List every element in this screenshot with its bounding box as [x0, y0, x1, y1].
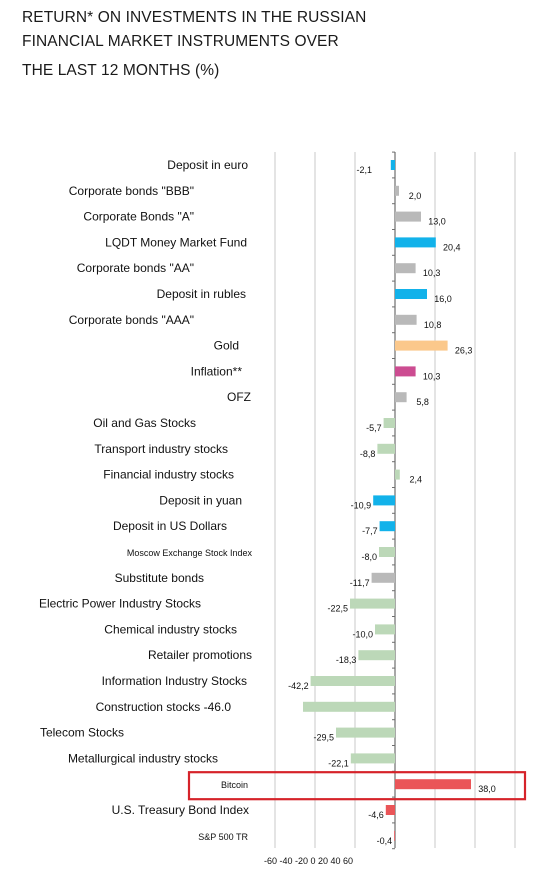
category-label: Oil and Gas Stocks — [93, 416, 196, 430]
category-label: Corporate Bonds "A" — [83, 210, 194, 224]
category-label: Corporate bonds "BBB" — [69, 184, 194, 198]
category-label: U.S. Treasury Bond Index — [112, 803, 249, 817]
category-label: Substitute bonds — [115, 571, 204, 585]
value-label: -10,0 — [352, 629, 373, 639]
chart-title-line-2: FINANCIAL MARKET INSTRUMENTS OVER — [22, 33, 339, 50]
category-label: Corporate bonds "AA" — [77, 261, 194, 275]
bar-corporate-bonds-bbb — [395, 185, 399, 196]
bar-ofz — [395, 392, 407, 403]
category-label: Information Industry Stocks — [102, 674, 247, 688]
category-label: Bitcoin — [221, 780, 248, 790]
category-label: Deposit in yuan — [159, 493, 242, 507]
chart-title-line-3: THE LAST 12 MONTHS (%) — [22, 62, 220, 79]
bar-telecom-stocks — [336, 727, 395, 738]
bar-inflation — [395, 366, 416, 377]
bar-u-s-treasury-bond-index — [385, 805, 395, 815]
bar-bitcoin — [395, 779, 471, 790]
bar-deposit-in-euro — [390, 160, 395, 170]
category-label: OFZ — [227, 390, 251, 404]
bar-s-p-500-tr — [394, 830, 395, 841]
value-label: -8,8 — [360, 449, 376, 459]
category-label: Telecom Stocks — [40, 726, 124, 740]
category-label: Financial industry stocks — [103, 468, 234, 482]
bar-metallurgical-industry-stocks — [350, 753, 395, 764]
value-label: 10,3 — [423, 371, 441, 381]
bar-corporate-bonds-aaa — [395, 314, 417, 325]
chart-category-labels: Deposit in euro Corporate bonds "BBB" Corp… — [39, 158, 253, 842]
value-label: -4,6 — [368, 810, 384, 820]
bar-moscow-exchange-stock-index — [379, 547, 395, 557]
value-label: -29,5 — [313, 733, 334, 743]
bar-chemical-industry-stocks — [375, 624, 395, 635]
value-label: 26,3 — [455, 346, 473, 356]
bar-deposit-in-rubles — [395, 289, 427, 299]
category-label: Gold — [214, 339, 239, 353]
bar-electric-power-industry-stocks — [350, 598, 395, 609]
category-label: Transport industry stocks — [94, 442, 228, 456]
category-label: Metallurgical industry stocks — [68, 751, 218, 765]
value-label: -5,7 — [366, 423, 382, 433]
bar-deposit-in-yuan — [373, 495, 395, 506]
bar-gold — [395, 340, 448, 351]
bar-corporate-bonds-a — [395, 211, 421, 222]
x-axis-tick-labels: -60 -40 -20 0 20 40 60 — [264, 856, 353, 866]
bar-deposit-in-us-dollars — [379, 521, 395, 532]
value-label: -8,0 — [361, 552, 377, 562]
category-label: Deposit in US Dollars — [113, 519, 227, 533]
value-label: 2,0 — [409, 191, 422, 201]
value-label: 13,0 — [428, 217, 446, 227]
category-label: Chemical industry stocks — [104, 622, 237, 636]
category-label: Corporate bonds "AAA" — [69, 313, 194, 327]
bar-financial-industry-stocks — [395, 469, 400, 480]
value-label: -22,5 — [327, 604, 348, 614]
category-label: Deposit in euro — [167, 158, 248, 172]
value-label: -22,1 — [328, 758, 349, 768]
value-label: 16,0 — [434, 294, 452, 304]
value-label: -11,7 — [350, 578, 370, 588]
value-label: -42,2 — [288, 681, 309, 691]
chart-bars — [303, 160, 471, 841]
category-label: Construction stocks -46.0 — [96, 700, 232, 714]
category-label: Deposit in rubles — [157, 287, 246, 301]
bar-information-industry-stocks — [310, 676, 395, 686]
value-label: -0,4 — [377, 836, 393, 846]
chart-value-labels: -2,1 2,0 13,0 20,4 10,3 16,0 10,8 26,3 10,3 5,8 -5… — [288, 165, 496, 846]
category-label: S&P 500 TR — [198, 832, 248, 842]
bar-construction-stocks-46-0 — [303, 701, 395, 712]
bar-retailer-promotions — [358, 650, 395, 661]
value-label: 10,8 — [424, 320, 442, 330]
category-label: Electric Power Industry Stocks — [39, 597, 201, 611]
bitcoin-highlight-box — [187, 771, 527, 801]
bar-oil-and-gas-stocks — [383, 418, 395, 428]
bar-lqdt-money-market-fund — [395, 237, 436, 248]
value-label: -18,3 — [336, 655, 357, 665]
bar-transport-industry-stocks — [377, 443, 395, 454]
value-label: 2,4 — [410, 475, 423, 485]
category-label: Inflation** — [191, 364, 243, 378]
bar-substitute-bonds — [371, 572, 395, 583]
value-label: 38,0 — [478, 784, 496, 794]
value-label: -7,7 — [362, 526, 378, 536]
category-label: Retailer promotions — [148, 648, 252, 662]
category-label: Moscow Exchange Stock Index — [127, 548, 253, 558]
bar-corporate-bonds-aa — [395, 263, 416, 274]
category-label: LQDT Money Market Fund — [105, 235, 247, 249]
value-label: -10,9 — [351, 500, 372, 510]
chart-title: RETURN* ON INVESTMENTS IN THE RUSSIAN FI… — [22, 6, 366, 83]
value-label: 10,3 — [423, 268, 441, 278]
value-label: 20,4 — [443, 242, 461, 252]
value-label: -2,1 — [356, 165, 372, 175]
value-label: 5,8 — [416, 397, 429, 407]
chart-title-line-1: RETURN* ON INVESTMENTS IN THE RUSSIAN — [22, 9, 367, 26]
